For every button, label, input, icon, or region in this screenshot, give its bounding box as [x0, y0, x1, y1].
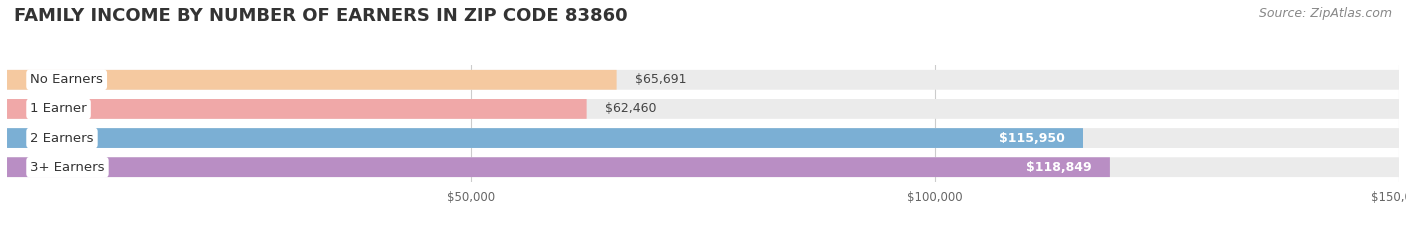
- FancyBboxPatch shape: [7, 157, 1109, 177]
- FancyBboxPatch shape: [7, 157, 1399, 177]
- Text: $65,691: $65,691: [636, 73, 686, 86]
- Text: 1 Earner: 1 Earner: [31, 103, 87, 115]
- Text: $115,950: $115,950: [998, 132, 1064, 144]
- Text: $62,460: $62,460: [605, 103, 657, 115]
- Text: 2 Earners: 2 Earners: [31, 132, 94, 144]
- FancyBboxPatch shape: [7, 128, 1399, 148]
- FancyBboxPatch shape: [7, 70, 1399, 90]
- Text: No Earners: No Earners: [31, 73, 103, 86]
- FancyBboxPatch shape: [7, 128, 1083, 148]
- Text: 3+ Earners: 3+ Earners: [31, 161, 104, 174]
- FancyBboxPatch shape: [7, 99, 1399, 119]
- FancyBboxPatch shape: [7, 99, 586, 119]
- Text: Source: ZipAtlas.com: Source: ZipAtlas.com: [1258, 7, 1392, 20]
- Text: $118,849: $118,849: [1026, 161, 1091, 174]
- Text: FAMILY INCOME BY NUMBER OF EARNERS IN ZIP CODE 83860: FAMILY INCOME BY NUMBER OF EARNERS IN ZI…: [14, 7, 627, 25]
- FancyBboxPatch shape: [7, 70, 617, 90]
